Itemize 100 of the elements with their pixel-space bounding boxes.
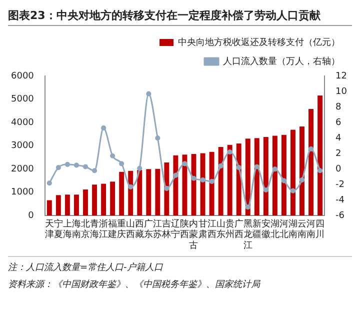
x-tick-label: 吉林 [161, 218, 172, 240]
point [308, 146, 314, 152]
y2-tick-label: 2 [336, 148, 342, 159]
y2-tick-label: -6 [336, 210, 345, 221]
point [299, 177, 305, 182]
point [227, 149, 232, 155]
bar [146, 169, 152, 216]
point [245, 204, 250, 210]
bar [263, 136, 268, 216]
y-tick-label: 1000 [11, 188, 34, 198]
x-tick-label: 海南 [72, 218, 81, 240]
y2-tick-label: -2 [336, 180, 345, 190]
bar [137, 170, 142, 216]
point [155, 135, 160, 141]
bar [64, 194, 70, 216]
x-tick-label: 内蒙古 [189, 218, 198, 251]
point [119, 161, 124, 166]
x-tick-label: 河北 [279, 218, 288, 240]
point [110, 153, 116, 158]
bar [119, 172, 124, 216]
bar [272, 136, 278, 216]
x-tick-label: 天津 [44, 218, 54, 240]
point [281, 178, 287, 184]
x-tick-label: 陕西 [180, 218, 190, 240]
point [191, 176, 196, 181]
y-tick-label: 2000 [11, 164, 34, 174]
bar [83, 190, 88, 216]
legend-label: 人口流入数量（万人，右轴） [223, 56, 340, 67]
y2-tick-label: -4 [336, 195, 345, 206]
y2-tick-label: 12 [336, 71, 347, 82]
bar [56, 195, 61, 216]
point [100, 125, 106, 131]
x-tick-label: 重庆 [117, 218, 126, 240]
chart-title: 图表23：中央对地方的转移支付在一定程度补偿了劳动人口贡献 [8, 8, 352, 26]
x-tick-label: 上海 [62, 218, 72, 240]
bar [281, 134, 286, 216]
bar [46, 200, 52, 216]
text: 注：人口流入数量=常住人口-户籍人口 [8, 262, 164, 274]
x-tick-label: 安徽 [261, 218, 270, 240]
point [146, 91, 152, 96]
point [137, 166, 142, 171]
x-tick-label: 北京 [81, 218, 90, 240]
x-tick-label: 云南 [297, 219, 306, 240]
x-tick-label: 青海 [90, 218, 100, 240]
point [82, 164, 88, 170]
x-tick-label: 宁夏 [54, 218, 63, 240]
y-tick-label: 5000 [11, 94, 34, 105]
x-tick-label: 贵州 [225, 218, 234, 240]
bar [318, 96, 323, 216]
point [164, 186, 170, 192]
bar [308, 109, 314, 216]
point [182, 161, 188, 166]
y2-tick-label: 4 [336, 133, 342, 144]
bar [245, 138, 250, 216]
point [263, 187, 268, 193]
x-tick-label: 湖南 [288, 218, 298, 240]
bar [227, 144, 232, 216]
y-tick-label: 4000 [11, 118, 34, 128]
x-tick-label: 黑龙江 [243, 218, 252, 251]
bar [290, 130, 296, 216]
bar [155, 168, 160, 216]
bar [209, 152, 214, 216]
x-tick-label: 辽宁 [171, 218, 180, 240]
bar [110, 182, 116, 216]
point [317, 168, 323, 174]
y2-tick-label: 0 [336, 164, 342, 174]
x-tick-label: 新疆 [252, 218, 262, 240]
point [128, 184, 134, 190]
y2-tick-label: 10 [336, 86, 348, 97]
x-tick-label: 山东 [216, 218, 226, 240]
x-tick-label: 湖北 [270, 218, 280, 240]
x-tick-label: 广东 [144, 218, 154, 240]
point [173, 172, 178, 178]
x-tick-label: 江苏 [153, 218, 162, 240]
x-tick-label: 河南 [306, 218, 316, 240]
bar [218, 146, 224, 216]
bar [101, 184, 106, 216]
y-tick-label: 6000 [11, 71, 34, 82]
bar [182, 154, 188, 216]
point [290, 188, 296, 194]
x-tick-label: 广西 [234, 218, 244, 240]
bar [254, 138, 260, 216]
point [236, 164, 242, 170]
x-tick-label: 江西 [207, 218, 216, 240]
y2-tick-label: 6 [336, 118, 342, 128]
x-tick-label: 山西 [126, 218, 136, 240]
x-tick-label: 福建 [107, 218, 118, 240]
point [254, 164, 260, 170]
bar [92, 184, 97, 216]
text: 资料来源：《中国财政年鉴》、《中国税务年鉴》、国家统计局 [8, 278, 262, 291]
point [74, 162, 80, 168]
point [272, 166, 278, 172]
x-tick-label: 浙江 [99, 218, 108, 240]
point [64, 162, 70, 167]
legend-label: 中央向地方税收返还及转移支付（亿元） [178, 36, 340, 48]
y-tick-label: 0 [28, 210, 34, 221]
x-tick-label: 西藏 [135, 219, 144, 240]
point [56, 164, 61, 170]
bar [74, 194, 79, 216]
x-tick-label: 四川 [316, 219, 325, 240]
